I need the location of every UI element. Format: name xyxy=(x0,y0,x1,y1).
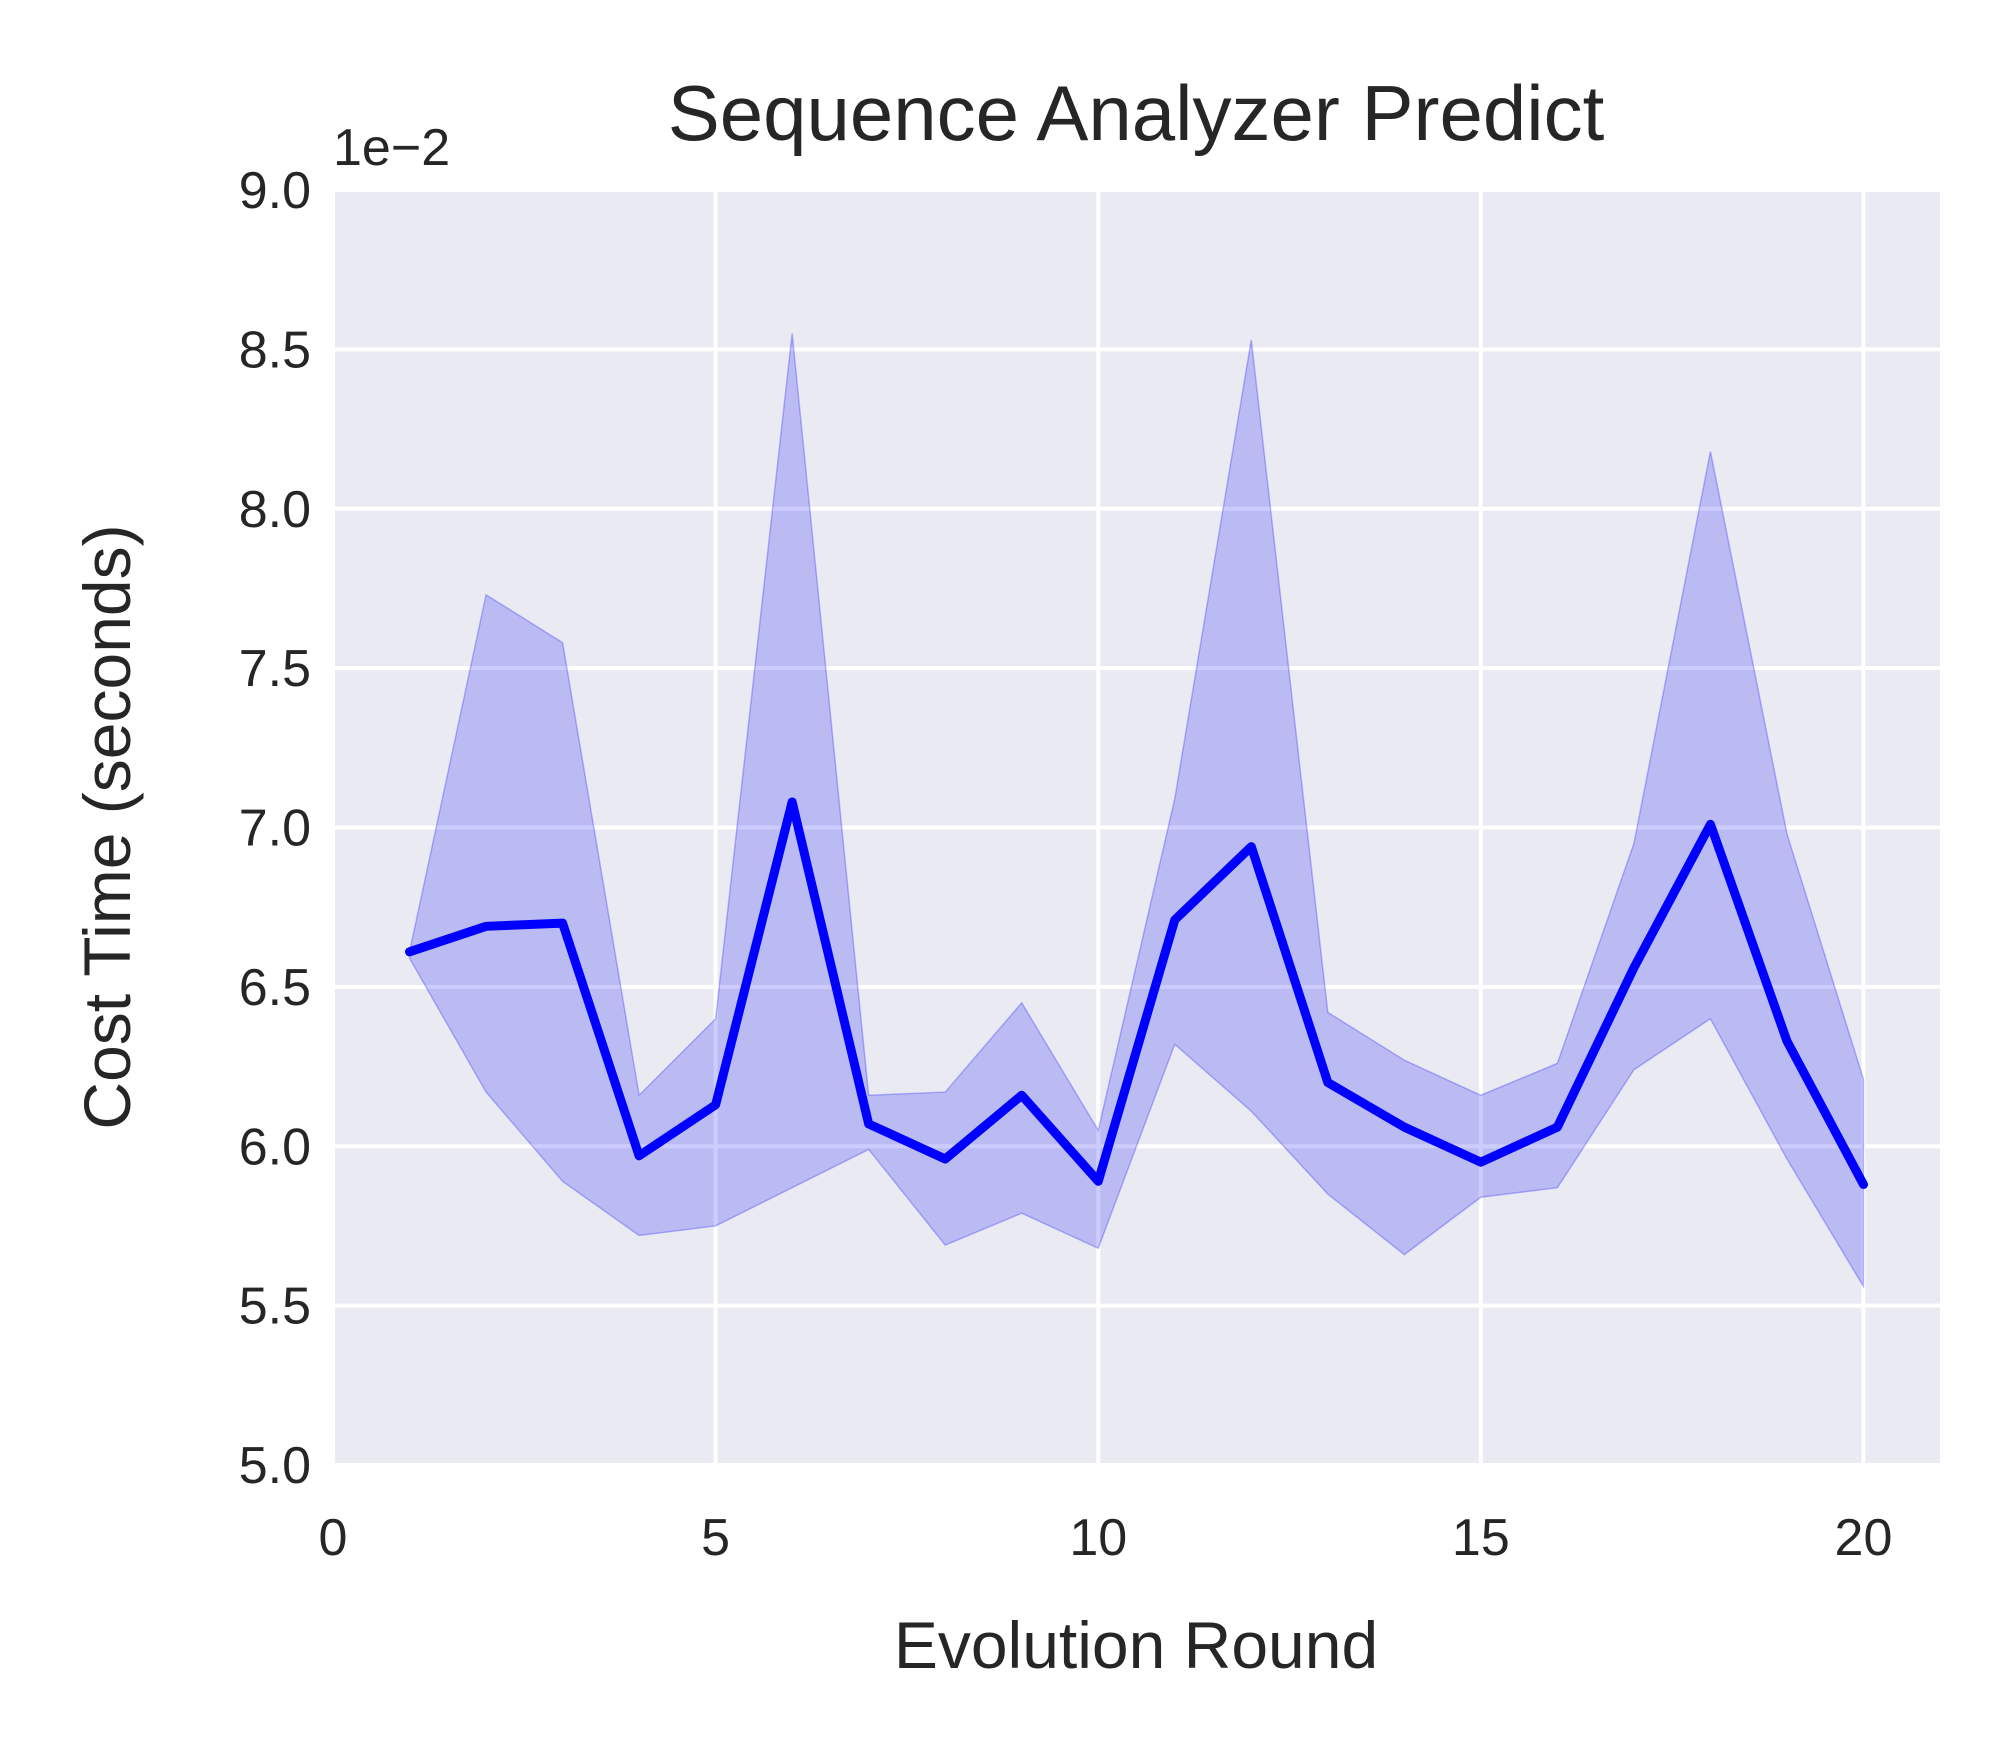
y-tick-label: 6.5 xyxy=(239,959,311,1017)
x-tick-label: 20 xyxy=(1835,1509,1893,1567)
y-offset-label: 1e−2 xyxy=(333,119,450,177)
y-tick-label: 6.0 xyxy=(239,1118,311,1176)
y-tick-label: 9.0 xyxy=(239,162,311,220)
x-axis-label: Evolution Round xyxy=(894,1608,1378,1682)
x-tick-label: 0 xyxy=(319,1509,348,1567)
chart-title: Sequence Analyzer Predict xyxy=(668,69,1605,157)
confidence-band-area xyxy=(408,333,1865,1290)
x-tick-labels: 0 5 10 15 20 xyxy=(319,1509,1893,1567)
y-tick-label: 8.5 xyxy=(239,321,311,379)
y-axis-label: Cost Time (seconds) xyxy=(70,524,144,1129)
mean-line xyxy=(405,797,1868,1189)
x-tick-label: 10 xyxy=(1069,1509,1127,1567)
x-tick-label: 15 xyxy=(1452,1509,1510,1567)
y-tick-label: 8.0 xyxy=(239,481,311,539)
grid-lines xyxy=(331,188,1940,1467)
y-tick-label: 7.0 xyxy=(239,800,311,858)
y-tick-label: 5.0 xyxy=(239,1437,311,1495)
y-tick-labels: 5.0 5.5 6.0 6.5 7.0 7.5 8.0 8.5 9.0 xyxy=(239,162,311,1495)
y-tick-label: 5.5 xyxy=(239,1278,311,1336)
x-tick-label: 5 xyxy=(701,1509,730,1567)
series-line xyxy=(405,797,1868,1189)
confidence-band xyxy=(408,333,1865,1290)
y-tick-label: 7.5 xyxy=(239,640,311,698)
